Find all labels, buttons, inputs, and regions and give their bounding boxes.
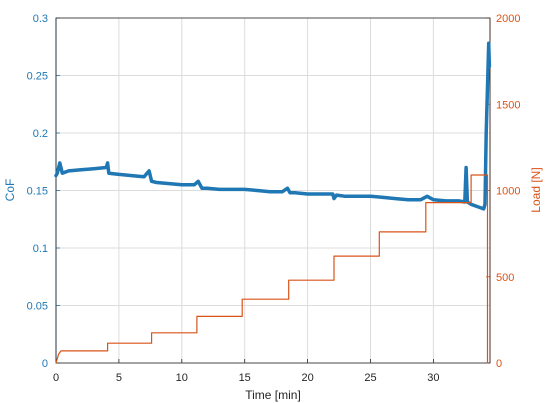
y-left-tick-label: 0.3	[33, 13, 48, 25]
y-left-tick-label: 0.2	[33, 128, 48, 140]
x-tick-label: 30	[427, 372, 439, 384]
y-right-tick-label: 500	[496, 272, 514, 284]
y-right-axis-label: Load [N]	[529, 167, 543, 212]
y-left-tick-label: 0	[42, 358, 48, 370]
x-tick-label: 0	[53, 372, 59, 384]
y-right-tick-label: 1500	[496, 99, 520, 111]
x-tick-label: 20	[301, 372, 313, 384]
plot-area-frame	[55, 17, 491, 364]
y-left-tick-label: 0.25	[27, 71, 48, 83]
y-left-tick-label: 0.1	[33, 243, 48, 255]
y-right-tick-label: 2000	[496, 13, 520, 25]
cof-series-line	[54, 41, 492, 211]
y-left-tick-label: 0.15	[27, 186, 48, 198]
y-left-tick-label: 0.05	[27, 301, 48, 313]
x-tick-label: 10	[176, 372, 188, 384]
x-tick-label: 25	[364, 372, 376, 384]
x-axis-label: Time [min]	[245, 388, 301, 402]
y-right-tick-label: 1000	[496, 186, 520, 198]
x-tick-label: 15	[239, 372, 251, 384]
series-layer	[54, 41, 492, 364]
x-tick-label: 5	[116, 372, 122, 384]
y-right-tick-label: 0	[496, 358, 502, 370]
load-series-line	[55, 174, 489, 364]
tick-labels: 0 5 10 15 20 25 30 0 0.05 0.1 0.15 0.2 0.25 0.3 0 500 10…	[27, 13, 521, 384]
y-left-axis-label: CoF	[3, 179, 17, 202]
